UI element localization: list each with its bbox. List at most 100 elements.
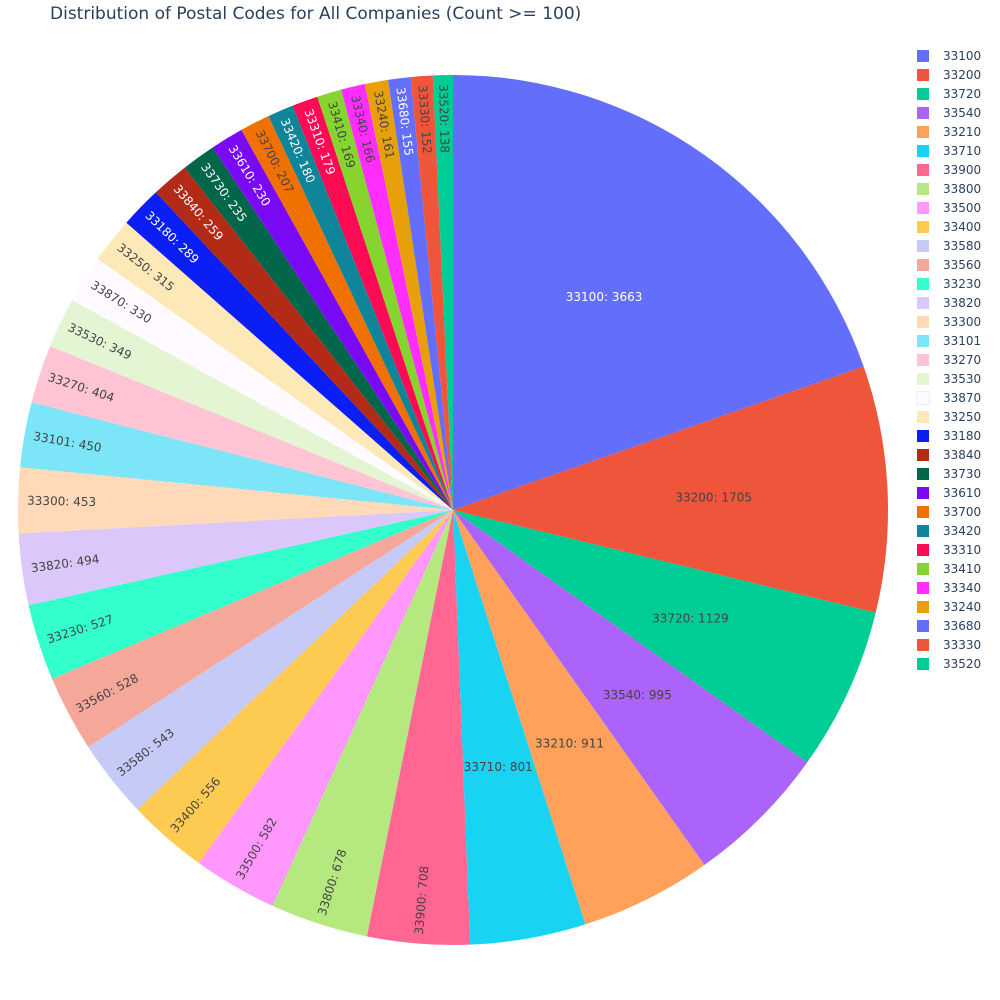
legend-label: 33610 [943,485,982,500]
legend-item-33420[interactable]: 33420 [917,521,997,540]
pie-slice-33680[interactable] [388,77,453,510]
pie-slice-33800[interactable] [272,510,453,937]
legend-item-33400[interactable]: 33400 [917,217,997,236]
pie-slice-33180[interactable] [126,192,454,510]
legend-item-33800[interactable]: 33800 [917,179,997,198]
legend-label: 33560 [943,257,982,272]
legend-swatch [917,258,929,271]
pie-slice-33270[interactable] [31,346,453,510]
legend-item-33520[interactable]: 33520 [917,654,997,673]
pie-slice-33500[interactable] [198,510,453,906]
pie-slice-33310[interactable] [292,96,453,510]
legend-item-33101[interactable]: 33101 [917,331,997,350]
legend-item-33180[interactable]: 33180 [917,426,997,445]
legend-item-33200[interactable]: 33200 [917,65,997,84]
legend-swatch [917,239,929,252]
legend-label: 33730 [943,466,982,481]
slice-label-33300: 33300: 453 [27,494,96,510]
legend-item-33530[interactable]: 33530 [917,369,997,388]
legend-swatch [917,353,929,366]
legend-swatch [917,144,929,157]
pie-slice-33250[interactable] [97,222,453,510]
legend-item-33410[interactable]: 33410 [917,559,997,578]
pie-slice-33520[interactable] [432,75,453,510]
legend-item-33310[interactable]: 33310 [917,540,997,559]
legend-item-33720[interactable]: 33720 [917,84,997,103]
slice-label-33330: 33330: 152 [415,85,434,155]
legend-swatch [917,600,929,613]
legend-item-33210[interactable]: 33210 [917,122,997,141]
legend-swatch [917,467,929,480]
pie-slice-33540[interactable] [453,510,808,865]
pie-slice-33580[interactable] [88,510,453,810]
legend-label: 33520 [943,656,982,671]
legend-label: 33210 [943,124,982,139]
legend-item-33330[interactable]: 33330 [917,635,997,654]
legend-label: 33330 [943,637,982,652]
pie-slice-33710[interactable] [453,510,586,945]
legend-swatch [917,581,929,594]
pie-slice-33560[interactable] [52,510,454,748]
legend-label: 33580 [943,238,982,253]
slice-label-33710: 33710: 801 [464,760,533,774]
legend-label: 33270 [943,352,982,367]
legend-item-33300[interactable]: 33300 [917,312,997,331]
pie-slice-33200[interactable] [453,366,889,613]
pie-slice-33240[interactable] [364,79,453,510]
legend-label: 33840 [943,447,982,462]
pie-slice-33720[interactable] [453,510,876,763]
legend-label: 33710 [943,143,982,158]
legend-item-33270[interactable]: 33270 [917,350,997,369]
pie-slice-33820[interactable] [18,510,453,606]
legend-swatch [917,429,929,442]
legend-item-33250[interactable]: 33250 [917,407,997,426]
pie-slice-33300[interactable] [18,467,453,534]
legend-item-33340[interactable]: 33340 [917,578,997,597]
legend-swatch [917,657,929,670]
legend-label: 33310 [943,542,982,557]
pie-slice-33700[interactable] [241,116,453,510]
legend-item-33500[interactable]: 33500 [917,198,997,217]
legend-swatch [917,68,929,81]
legend-item-33700[interactable]: 33700 [917,502,997,521]
pie-slice-33330[interactable] [410,75,453,510]
pie-slice-33530[interactable] [50,299,454,510]
pie-slice-33410[interactable] [317,89,453,510]
legend-swatch [917,163,929,176]
slice-label-33520: 33520: 138 [436,84,452,153]
pie-slice-33610[interactable] [212,129,453,511]
legend-item-33100[interactable]: 33100 [917,46,997,65]
legend-swatch [917,448,929,461]
pie-slice-33870[interactable] [72,258,453,510]
legend-item-33230[interactable]: 33230 [917,274,997,293]
legend-item-33730[interactable]: 33730 [917,464,997,483]
legend-item-33680[interactable]: 33680 [917,616,997,635]
pie-slice-33340[interactable] [341,84,453,510]
pie-slice-33210[interactable] [453,510,705,925]
legend-item-33900[interactable]: 33900 [917,160,997,179]
legend-item-33820[interactable]: 33820 [917,293,997,312]
legend-item-33840[interactable]: 33840 [917,445,997,464]
legend-item-33240[interactable]: 33240 [917,597,997,616]
legend-item-33710[interactable]: 33710 [917,141,997,160]
pie-slice-33420[interactable] [268,105,453,510]
legend-swatch [917,638,929,651]
legend-swatch [917,87,929,100]
pie-slice-33400[interactable] [137,510,454,864]
legend-swatch [917,372,929,385]
legend-item-33870[interactable]: 33870 [916,388,997,407]
pie-slice-33230[interactable] [28,510,454,679]
legend-label: 33101 [943,333,982,348]
legend-label: 33300 [943,314,982,329]
legend-item-33580[interactable]: 33580 [917,236,997,255]
legend-item-33610[interactable]: 33610 [917,483,997,502]
pie-slice-33100[interactable] [453,75,864,510]
legend-item-33560[interactable]: 33560 [917,255,997,274]
pie-slice-33840[interactable] [155,167,454,511]
legend-label: 33820 [943,295,982,310]
pie-slice-33101[interactable] [20,402,454,510]
pie-slice-33730[interactable] [184,147,453,510]
pie-slice-33900[interactable] [366,510,471,945]
legend-label: 33410 [943,561,982,576]
legend-item-33540[interactable]: 33540 [917,103,997,122]
